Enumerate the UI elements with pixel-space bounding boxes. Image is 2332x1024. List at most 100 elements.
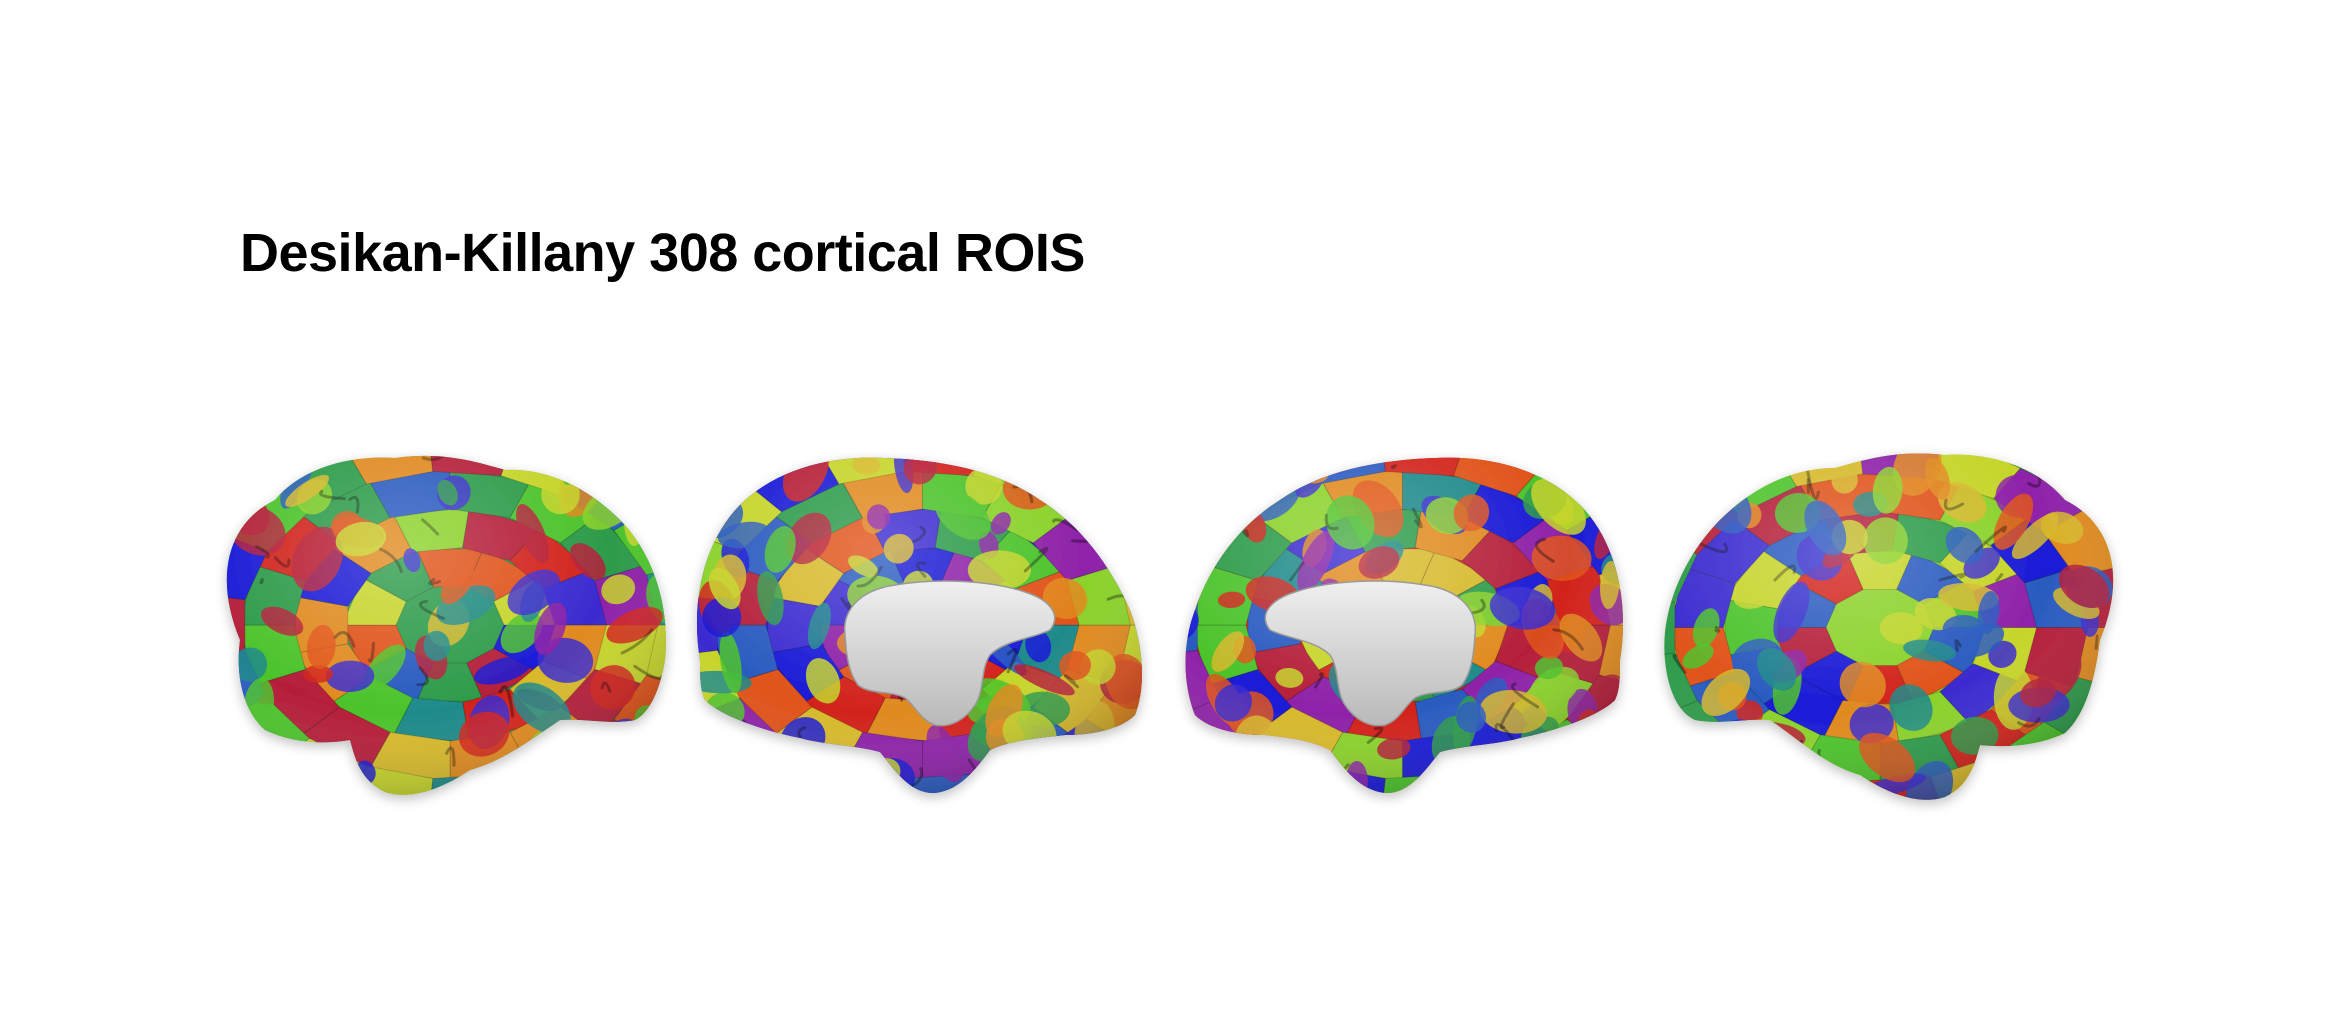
cortical-parcel	[792, 800, 885, 855]
sulcus-line	[1546, 457, 1563, 479]
cortical-parcel	[959, 395, 1052, 450]
right-medial-view	[1102, 395, 1624, 855]
cortical-parcel	[1685, 453, 1719, 470]
cortical-parcel	[1542, 745, 1570, 773]
cortical-parcel	[1597, 468, 1624, 518]
cortical-parcel	[2047, 767, 2085, 800]
cortical-parcel	[1664, 721, 1700, 778]
right-lateral-view	[1655, 398, 2194, 858]
cortical-parcel	[1917, 802, 2010, 857]
cortical-parcel	[1466, 765, 1532, 794]
cortical-parcel	[696, 728, 754, 794]
right-medial-wall	[1264, 580, 1477, 727]
cortical-parcel	[1102, 500, 1184, 571]
cortical-parcel	[2072, 468, 2101, 495]
cortical-parcel	[253, 770, 318, 794]
cortical-parcel	[519, 752, 551, 776]
cortical-parcel	[320, 395, 413, 450]
cortical-parcel	[564, 736, 595, 778]
cortical-parcel	[567, 727, 593, 753]
cortical-parcel	[2048, 730, 2114, 800]
cortical-parcel	[1664, 730, 1712, 800]
cortical-parcel	[1264, 457, 1293, 475]
sulcus-line	[696, 499, 711, 507]
cortical-parcel	[1110, 529, 1142, 551]
cortical-parcel	[1835, 818, 1924, 858]
cortical-parcel	[1750, 398, 1843, 453]
cortical-parcel	[1664, 461, 1704, 495]
cortical-parcel	[1139, 498, 1142, 572]
cortical-parcel	[256, 474, 275, 502]
cortical-parcel	[556, 455, 657, 481]
cortical-parcel	[1664, 453, 1712, 525]
cortical-parcel	[1272, 800, 1365, 855]
cortical-parcel	[643, 761, 666, 795]
sulcus-line	[537, 764, 560, 781]
cortical-parcel	[618, 455, 666, 522]
cortical-parcel	[1694, 491, 1722, 519]
cortical-parcel	[1673, 453, 1774, 483]
sulcus-line	[970, 457, 985, 463]
left-medial-view	[696, 395, 1142, 855]
sulcus-line	[482, 772, 502, 786]
left-lateral-parcels	[137, 395, 666, 855]
cortical-parcel	[792, 395, 885, 450]
cortical-parcel	[562, 455, 599, 485]
sulcus-line	[1843, 789, 1871, 796]
sulcus-line	[1659, 544, 1661, 553]
cortical-parcel	[816, 765, 906, 794]
cortical-parcel	[405, 815, 494, 855]
cortical-parcel	[1509, 769, 1609, 794]
right-lateral-parcels	[1655, 398, 2194, 858]
cortical-parcel	[959, 800, 1052, 855]
cortical-parcel	[528, 742, 572, 793]
cortical-parcel	[878, 815, 967, 855]
cortical-parcel	[2097, 681, 2114, 754]
sulcus-line	[1664, 470, 1681, 484]
cortical-parcel	[1091, 728, 1142, 794]
cortical-parcel	[1185, 457, 1234, 522]
cortical-parcel	[1029, 457, 1129, 481]
cortical-parcel	[1548, 750, 1586, 789]
figure-title: Desikan-Killany 308 cortical ROIS	[240, 223, 1085, 283]
cortical-parcel	[1709, 719, 1761, 783]
left-lateral-view	[137, 395, 666, 855]
cortical-parcel	[320, 800, 413, 855]
sulcus-line	[1655, 774, 1662, 790]
cortical-parcel	[1835, 398, 1924, 438]
cortical-parcel	[1196, 769, 1296, 794]
cortical-parcel	[618, 728, 666, 795]
cortical-parcel	[638, 773, 664, 795]
cortical-parcel	[556, 769, 657, 795]
cortical-parcel	[972, 753, 1067, 794]
cortical-parcel	[405, 395, 494, 435]
cortical-parcel	[1224, 737, 1320, 794]
cortical-parcel	[236, 455, 273, 480]
cortical-parcel	[500, 753, 595, 795]
cortical-parcel	[557, 758, 581, 795]
cortical-parcel	[544, 765, 594, 795]
sulcus-line	[738, 732, 751, 746]
cortical-parcel	[1986, 772, 2087, 800]
cortical-parcel	[1185, 728, 1234, 794]
cortical-parcel	[2129, 628, 2194, 693]
cortical-parcel	[137, 560, 202, 625]
cortical-parcel	[1272, 395, 1365, 450]
cortical-parcel	[1538, 742, 1588, 789]
sulcus-line	[1618, 767, 1624, 777]
cortical-parcel	[1191, 750, 1241, 791]
cortical-parcel	[1439, 800, 1532, 855]
cortical-parcel	[1358, 395, 1447, 435]
cortical-parcel	[1029, 769, 1129, 794]
cortical-parcel	[1750, 802, 1843, 857]
cortical-parcel	[1011, 750, 1047, 794]
cortical-parcel	[312, 744, 354, 795]
cortical-parcel	[1571, 728, 1624, 794]
cortical-parcel	[1097, 457, 1128, 493]
sulcus-line	[1852, 777, 1862, 797]
cortical-parcel	[616, 732, 666, 777]
cortical-parcel	[590, 755, 649, 781]
cortical-parcel	[597, 455, 628, 494]
cortical-parcel	[226, 498, 233, 572]
cortical-parcel	[1594, 723, 1624, 761]
